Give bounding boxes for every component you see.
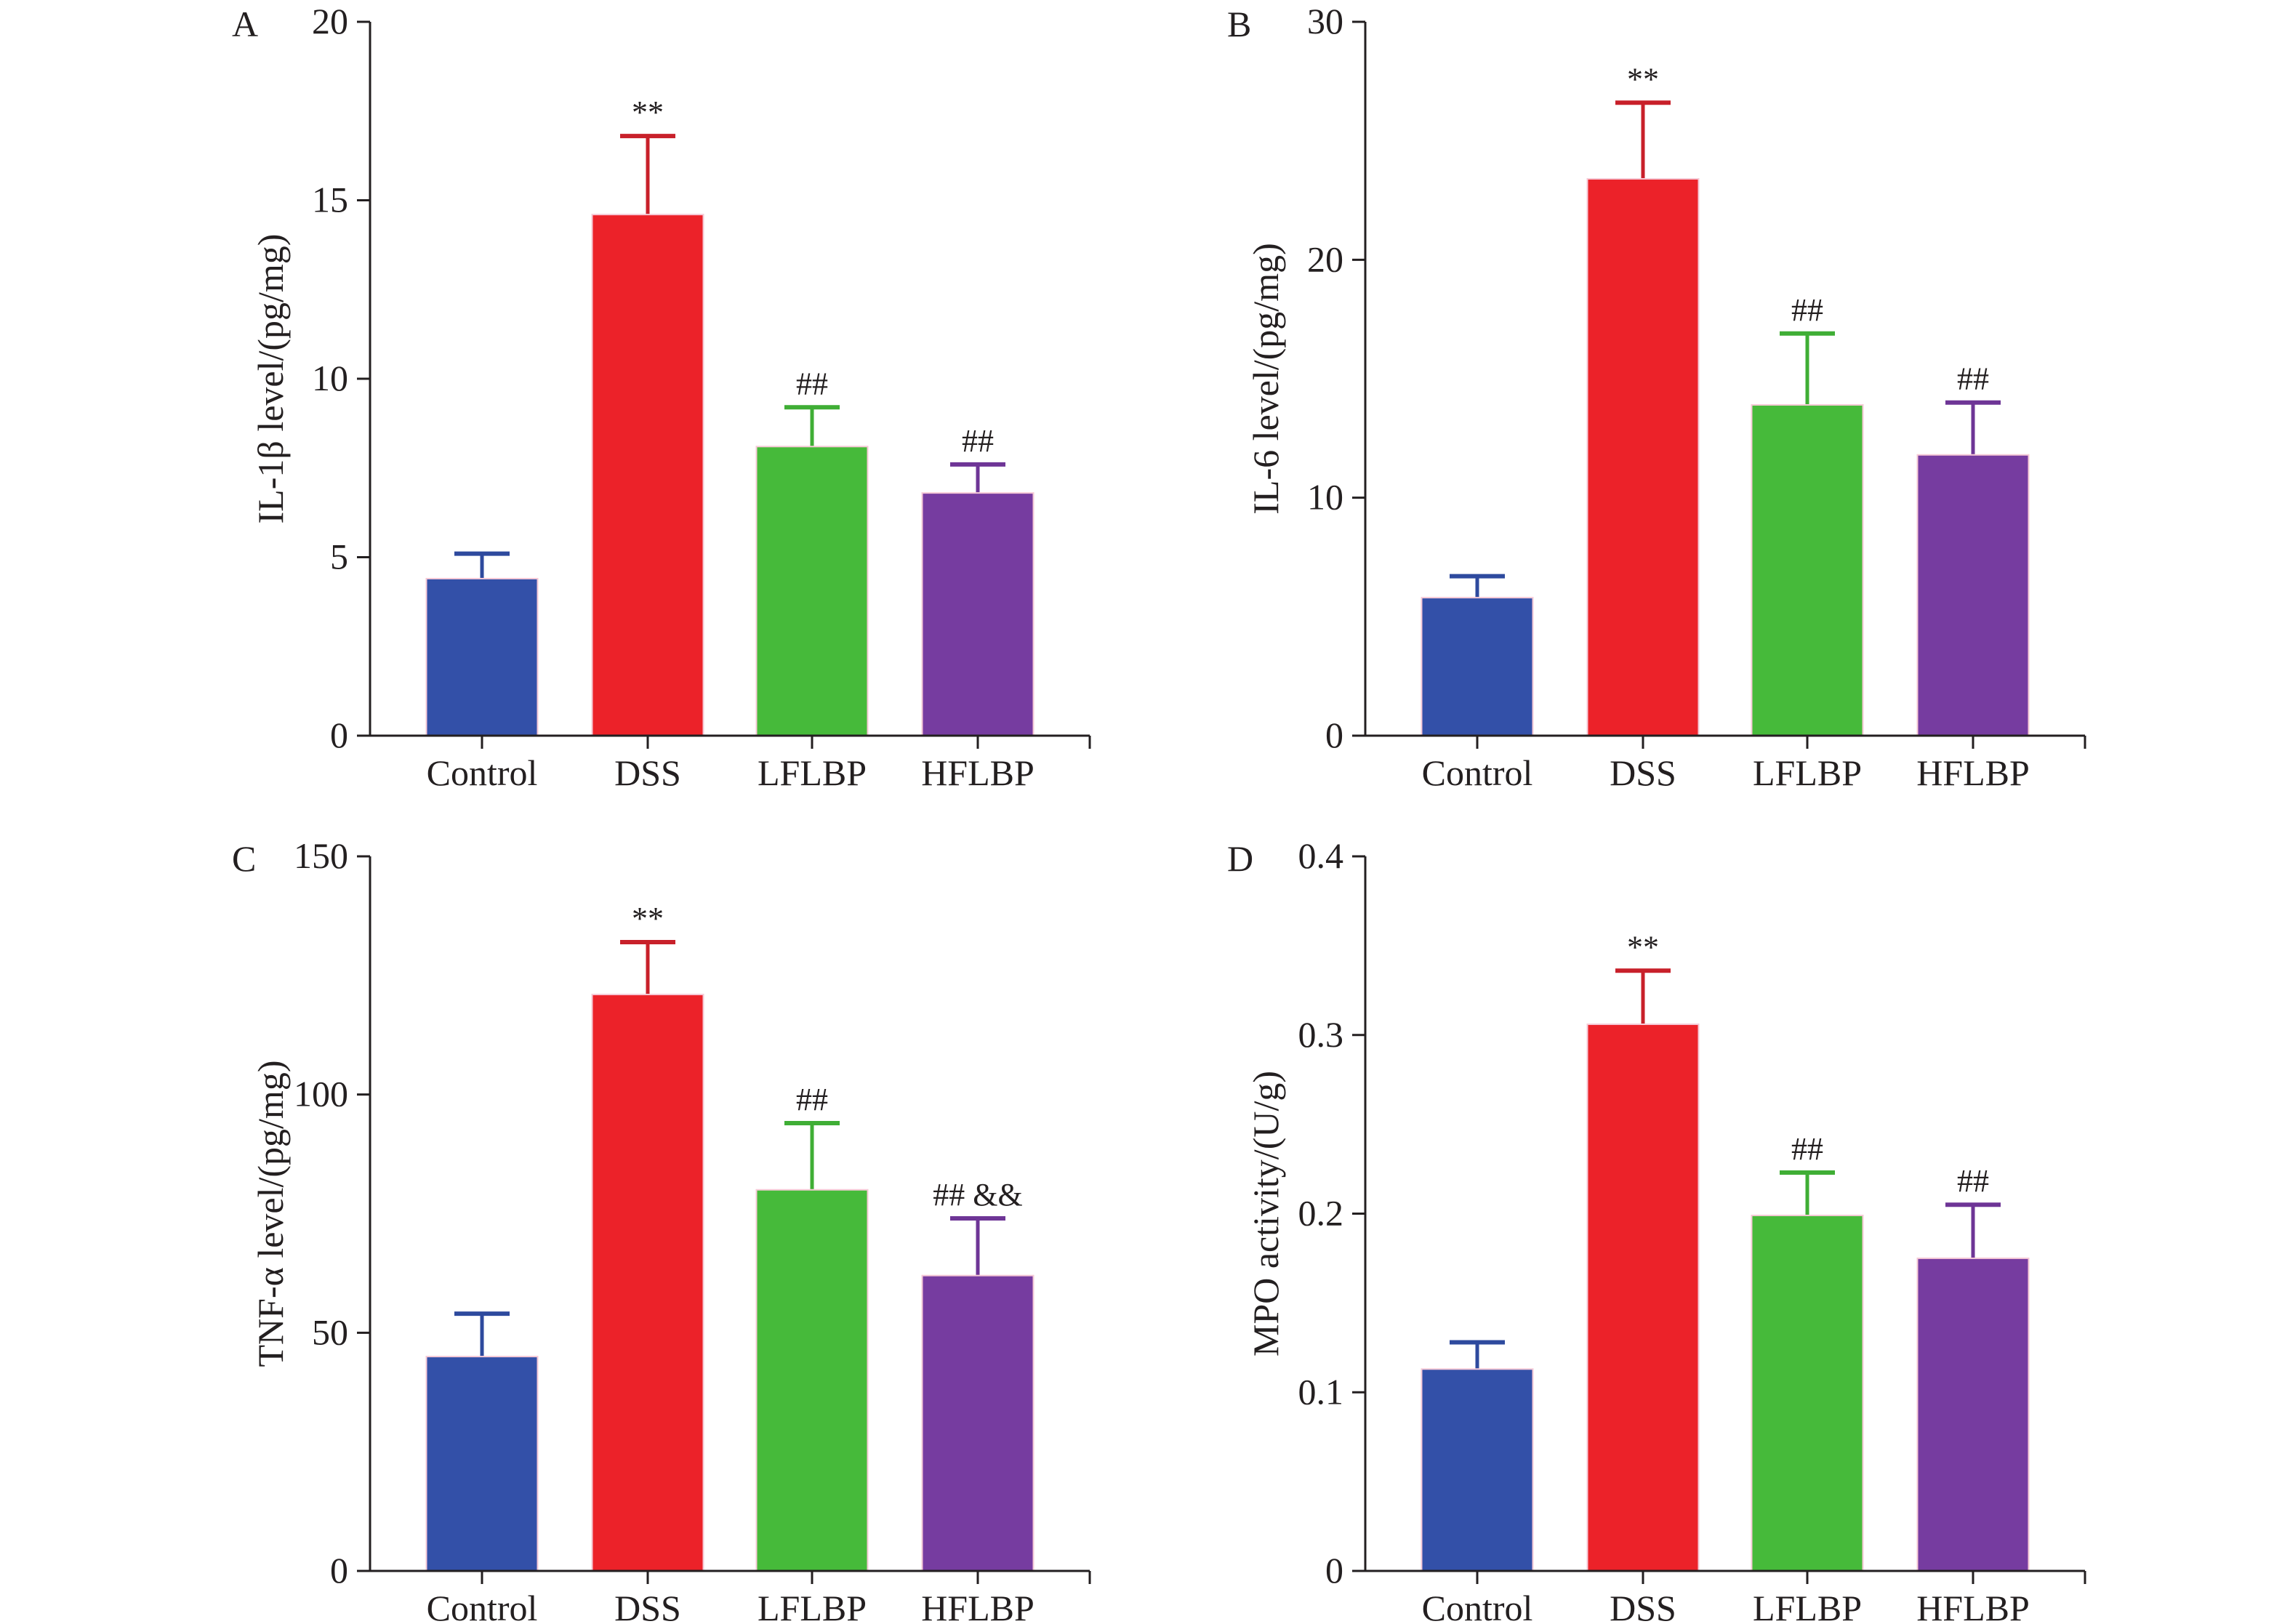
x-tick-label: LFLBP <box>1753 752 1862 793</box>
bar-control <box>425 577 539 737</box>
x-tick-label: DSS <box>614 752 681 793</box>
y-tick-label: 100 <box>294 1074 348 1114</box>
x-tick-label: HFLBP <box>1916 752 2030 793</box>
significance-label: ** <box>632 901 664 936</box>
y-tick-label: 10 <box>1307 477 1343 518</box>
y-tick-label: 15 <box>312 180 348 220</box>
y-axis-label: IL-6 level/(pg/mg) <box>1245 243 1286 515</box>
bar-dss <box>591 214 704 736</box>
bar-control <box>1421 597 1534 736</box>
y-tick-label: 20 <box>312 1 348 41</box>
significance-label: ## <box>796 1082 828 1117</box>
y-axis-label: IL-1β level/(pg/mg) <box>250 234 291 524</box>
x-tick-label: DSS <box>1610 752 1676 793</box>
bar-hflbp <box>921 492 1034 736</box>
x-tick-label: Control <box>1422 752 1533 793</box>
panel-letter: D <box>1227 838 1253 879</box>
bar-control <box>425 1356 539 1572</box>
significance-label: ## <box>1791 1131 1823 1167</box>
y-tick-label: 150 <box>294 835 348 876</box>
y-tick-label: 0.2 <box>1298 1193 1344 1234</box>
significance-label: ## <box>962 423 994 459</box>
x-tick-label: LFLBP <box>758 752 867 793</box>
x-tick-label: HFLBP <box>1916 1588 2030 1624</box>
x-tick-label: LFLBP <box>758 1588 867 1624</box>
y-tick-label: 0.3 <box>1298 1014 1344 1055</box>
significance-label: ## <box>1957 361 1989 397</box>
panel-letter: B <box>1227 4 1251 44</box>
bar-lflbp <box>755 446 869 736</box>
x-tick-label: DSS <box>614 1588 681 1624</box>
y-tick-label: 0.1 <box>1298 1371 1344 1412</box>
x-tick-label: HFLBP <box>921 1588 1034 1624</box>
bar-dss <box>1586 1024 1700 1572</box>
y-tick-label: 5 <box>330 536 348 577</box>
x-tick-label: Control <box>427 1588 538 1624</box>
y-axis-label: TNF-α level/(pg/mg) <box>250 1061 291 1367</box>
bar-lflbp <box>1751 1214 1864 1572</box>
x-tick-label: DSS <box>1610 1588 1676 1624</box>
y-tick-label: 10 <box>312 358 348 398</box>
bar-hflbp <box>1916 1257 2030 1572</box>
x-tick-label: Control <box>1422 1588 1533 1624</box>
panel-letter: C <box>232 838 256 879</box>
significance-label: ## <box>1957 1163 1989 1199</box>
x-tick-label: HFLBP <box>921 752 1034 793</box>
significance-label: ## && <box>933 1177 1022 1213</box>
significance-label: ## <box>796 366 828 401</box>
significance-label: ** <box>1627 929 1659 965</box>
y-tick-label: 50 <box>312 1311 348 1352</box>
bar-lflbp <box>755 1189 869 1572</box>
y-tick-label: 30 <box>1307 1 1343 41</box>
y-axis-label: MPO activity/(U/g) <box>1245 1071 1286 1356</box>
significance-label: ** <box>632 95 664 130</box>
bar-hflbp <box>1916 454 2030 736</box>
bar-dss <box>1586 178 1700 737</box>
y-tick-label: 0.4 <box>1298 835 1344 876</box>
y-tick-label: 0 <box>330 1550 348 1591</box>
bar-dss <box>591 994 704 1572</box>
panel-a: Control ** DSS ## LFLBP ## HFLBP 0 5 10 15 20 IL-1β … <box>232 1 1091 793</box>
panel-d: Control ** DSS ## LFLBP ## HFLBP 0 0.1 0.2 0.3 0.4 M… <box>1227 835 2086 1624</box>
x-tick-label: Control <box>427 752 538 793</box>
x-tick-label: LFLBP <box>1753 1588 1862 1624</box>
bar-hflbp <box>921 1274 1034 1572</box>
y-tick-label: 20 <box>1307 238 1343 279</box>
panel-b: Control ** DSS ## LFLBP ## HFLBP 0 10 20 30 IL-6 le… <box>1227 1 2086 793</box>
significance-label: ** <box>1627 61 1659 97</box>
panel-letter: A <box>232 4 258 44</box>
panel-c: Control ** DSS ## LFLBP ## && HFLBP 0 50 100 150 TN… <box>232 835 1091 1624</box>
y-tick-label: 0 <box>1325 715 1343 755</box>
bar-lflbp <box>1751 404 1864 736</box>
bar-control <box>1421 1368 1534 1572</box>
y-tick-label: 0 <box>1325 1550 1343 1591</box>
significance-label: ## <box>1791 292 1823 328</box>
y-tick-label: 0 <box>330 715 348 755</box>
